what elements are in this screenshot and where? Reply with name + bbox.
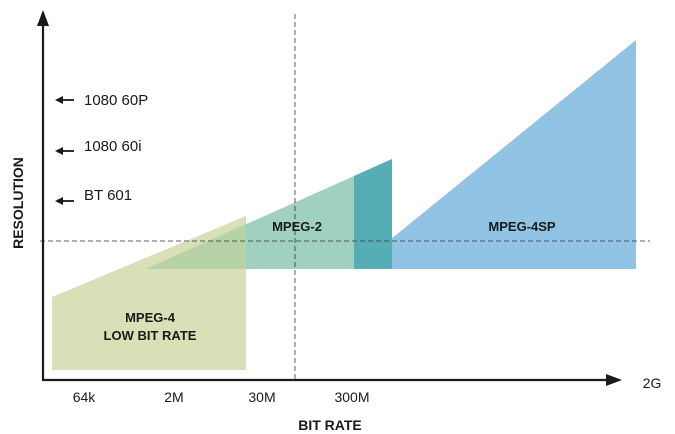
region-label-mpeg4-line2: LOW BIT RATE — [104, 328, 197, 343]
region-mpeg4sp — [354, 40, 636, 269]
region-overlap-mpeg4low-mpeg2 — [146, 224, 246, 269]
x-tick-300m: 300M — [334, 389, 369, 405]
x-tick-30m: 30M — [248, 389, 275, 405]
y-axis-title: RESOLUTION — [10, 157, 26, 249]
marker-label-1080-60i: 1080 60i — [84, 138, 142, 155]
marker-1080-60i: 1080 60i — [55, 138, 142, 155]
marker-label-1080-60p: 1080 60P — [84, 92, 148, 109]
x-tick-2m: 2M — [164, 389, 183, 405]
x-tick-2g: 2G — [643, 375, 662, 391]
x-axis-arrow-icon — [606, 374, 622, 386]
left-arrow-icon — [55, 96, 63, 104]
region-label-mpeg4sp: MPEG-4SP — [488, 219, 556, 234]
region-overlap-mpeg2-mpeg4sp — [354, 159, 392, 269]
left-arrow-icon — [55, 147, 63, 155]
left-arrow-icon — [55, 197, 63, 205]
x-axis-title: BIT RATE — [298, 417, 362, 433]
marker-1080-60p: 1080 60P — [55, 92, 148, 109]
marker-label-bt601: BT 601 — [84, 187, 132, 204]
y-axis-arrow-icon — [37, 10, 49, 26]
x-tick-64k: 64k — [73, 389, 97, 405]
marker-bt601: BT 601 — [55, 187, 132, 205]
region-label-mpeg4-line1: MPEG-4 — [125, 310, 176, 325]
region-label-mpeg2: MPEG-2 — [272, 219, 322, 234]
